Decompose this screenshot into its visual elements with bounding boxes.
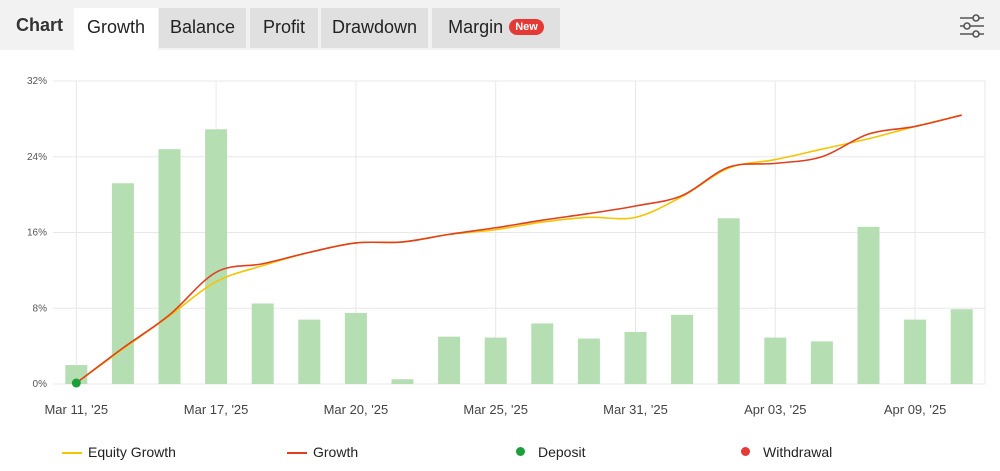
legend-swatch-withdrawal <box>741 447 750 456</box>
growth-line <box>75 114 962 384</box>
bar <box>577 338 600 384</box>
chart-legend: Equity Growth Growth Deposit Withdrawal <box>0 440 1000 466</box>
tab-margin-label: Margin <box>448 17 504 37</box>
growth-chart: 0% 8% 16% 24% 32% Mar 11, '25 Mar 17, '25 Mar 2… <box>27 76 986 417</box>
legend-swatch-deposit <box>516 447 525 456</box>
bar <box>764 337 787 384</box>
legend-label-growth[interactable]: Growth <box>313 444 359 460</box>
x-tick-label: Mar 17, '25 <box>184 402 249 417</box>
x-tick-label: Apr 09, '25 <box>884 402 946 417</box>
tab-growth[interactable]: Growth <box>74 8 158 50</box>
equity-growth-line <box>75 114 962 384</box>
x-tick-label: Apr 03, '25 <box>744 402 806 417</box>
bar <box>717 218 740 384</box>
x-tick-label: Mar 31, '25 <box>603 402 668 417</box>
bar <box>251 303 274 384</box>
legend-swatch-growth <box>287 452 307 454</box>
sliders-icon[interactable] <box>958 12 986 40</box>
bar <box>158 149 181 384</box>
bar <box>857 226 880 384</box>
y-tick-label: 24% <box>27 152 47 163</box>
new-badge: New <box>509 19 544 35</box>
bar <box>111 183 134 384</box>
bar <box>671 314 694 384</box>
y-tick-label: 16% <box>27 228 47 239</box>
deposit-marker <box>71 378 81 388</box>
bar <box>438 336 461 384</box>
tab-profit-label: Profit <box>262 17 305 37</box>
bar <box>904 319 927 384</box>
legend-label-withdrawal[interactable]: Withdrawal <box>763 444 833 460</box>
legend-swatch-equity-growth <box>62 452 82 454</box>
x-tick-label: Mar 11, '25 <box>44 402 108 417</box>
bar <box>950 309 973 384</box>
tab-margin[interactable]: Margin New <box>432 8 560 48</box>
tab-balance-label: Balance <box>169 17 236 37</box>
bar <box>810 341 833 384</box>
bar <box>298 319 321 384</box>
tab-profit[interactable]: Profit <box>250 8 318 48</box>
tab-drawdown-label: Drawdown <box>331 17 418 37</box>
bar <box>344 312 367 384</box>
tab-balance[interactable]: Balance <box>159 8 246 48</box>
bar <box>205 129 228 384</box>
chart-tab-bar: Chart Growth Balance Profit Drawdown Mar… <box>0 0 1000 50</box>
y-tick-label: 8% <box>33 303 48 314</box>
x-tick-label: Mar 25, '25 <box>463 402 528 417</box>
bar <box>391 379 414 384</box>
legend-label-deposit[interactable]: Deposit <box>538 444 586 460</box>
y-tick-label: 32% <box>27 76 47 87</box>
x-tick-label: Mar 20, '25 <box>324 402 389 417</box>
bar <box>484 337 507 384</box>
bar <box>531 323 554 384</box>
tab-drawdown[interactable]: Drawdown <box>321 8 428 48</box>
tab-growth-label: Growth <box>86 17 146 37</box>
y-tick-label: 0% <box>33 379 48 390</box>
bar <box>624 331 647 384</box>
legend-label-equity-growth[interactable]: Equity Growth <box>88 444 176 460</box>
chart-tab-title: Chart <box>16 15 64 35</box>
